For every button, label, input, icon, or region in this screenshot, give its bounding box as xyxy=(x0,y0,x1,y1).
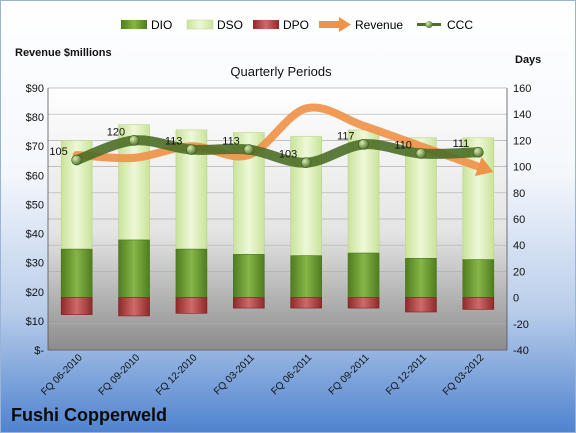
x-tick-label: FQ 03-2012 xyxy=(441,352,487,398)
bar-dpo xyxy=(462,297,495,310)
ccc-data-label: 113 xyxy=(222,136,240,148)
legend: DIO DSO DPO Revenue CCC xyxy=(121,17,473,32)
company-name: Fushi Copperweld xyxy=(11,405,168,425)
ccc-data-label: 110 xyxy=(394,140,412,152)
bar-dio xyxy=(60,248,93,298)
ccc-data-label: 111 xyxy=(453,138,470,150)
ccc-point xyxy=(128,135,140,146)
legend-swatch-revenue xyxy=(319,17,351,32)
right-tick-label: 20 xyxy=(513,266,525,278)
revenue-arrowhead xyxy=(474,157,494,177)
ccc-point xyxy=(358,139,369,150)
right-tick-label: 80 xyxy=(513,188,525,200)
bar-dio xyxy=(462,259,495,298)
right-tick-label: -20 xyxy=(513,319,529,331)
legend-swatch-dpo xyxy=(253,20,279,29)
bar-dio xyxy=(290,255,322,298)
chart-title: Quarterly Periods xyxy=(230,64,332,79)
bar-dio xyxy=(118,239,150,298)
left-tick-label: $60 xyxy=(26,170,44,182)
left-tick-label: $50 xyxy=(26,199,44,211)
ccc-point xyxy=(71,154,82,166)
ccc-data-label: 113 xyxy=(165,136,183,148)
left-tick-label: $80 xyxy=(26,112,44,124)
ccc-data-label: 120 xyxy=(107,126,125,138)
revenue-line xyxy=(72,103,483,171)
x-tick-label: FQ 06-2011 xyxy=(269,352,314,397)
bar-dpo xyxy=(405,297,437,313)
x-tick-label: FQ 03-2011 xyxy=(212,352,257,397)
bar-dio xyxy=(405,257,437,298)
right-tick-label: 40 xyxy=(513,240,525,252)
x-tick-label: FQ 12-2010 xyxy=(154,352,200,398)
bar-dio xyxy=(233,254,265,298)
left-tick-label: $70 xyxy=(26,141,44,153)
ccc-point xyxy=(300,157,312,168)
bar-dpo xyxy=(347,297,380,309)
left-tick-label: $20 xyxy=(26,287,44,299)
right-axis-label: Days xyxy=(515,54,542,66)
right-tick-label: 120 xyxy=(513,135,531,147)
legend-label-ccc: CCC xyxy=(447,18,473,32)
bar-dpo xyxy=(60,297,93,315)
left-axis-label: Revenue $millions xyxy=(15,47,112,59)
bar-dpo xyxy=(175,297,208,314)
x-tick-label: FQ 12-2011 xyxy=(384,352,429,397)
ccc-point xyxy=(243,144,255,155)
legend-swatch-dio xyxy=(121,20,147,29)
left-tick-label: $- xyxy=(34,345,44,357)
legend-label-revenue: Revenue xyxy=(355,18,403,32)
bar-dpo xyxy=(290,297,322,309)
left-tick-label: $30 xyxy=(26,258,44,270)
ccc-data-label: 117 xyxy=(337,130,355,142)
legend-label-dio: DIO xyxy=(151,18,172,32)
ccc-data-label: 105 xyxy=(49,146,67,158)
bar-dio xyxy=(347,252,380,298)
ccc-data-label: 103 xyxy=(279,149,297,161)
ccc-point xyxy=(415,148,427,159)
right-tick-label: 60 xyxy=(513,214,525,226)
bar-dso xyxy=(462,137,495,260)
right-tick-label: 140 xyxy=(513,109,531,121)
ccc-point xyxy=(186,144,197,155)
x-tick-label: FQ 09-2011 xyxy=(327,352,372,397)
legend-label-dso: DSO xyxy=(217,18,243,32)
left-tick-label: $40 xyxy=(26,229,44,241)
bar-dio xyxy=(175,248,208,298)
legend-swatch-dso xyxy=(186,19,214,30)
legend-label-dpo: DPO xyxy=(283,18,309,32)
x-tick-label: FQ 09-2010 xyxy=(97,352,143,398)
right-tick-label: 100 xyxy=(513,162,531,174)
bar-dpo xyxy=(118,297,150,317)
revenue-series xyxy=(72,103,494,177)
right-tick-label: 160 xyxy=(513,83,531,95)
legend-swatch-ccc-dot xyxy=(425,21,433,28)
x-tick-label: FQ 06-2010 xyxy=(39,352,85,398)
bar-dpo xyxy=(233,297,265,309)
left-tick-label: $90 xyxy=(26,83,44,95)
ccc-series: 105 120 113 113 103 117 110 111 xyxy=(49,126,484,168)
right-tick-label: -40 xyxy=(513,345,529,357)
left-tick-label: $10 xyxy=(26,316,44,328)
right-tick-label: 0 xyxy=(513,293,519,305)
ccc-point xyxy=(473,146,484,158)
